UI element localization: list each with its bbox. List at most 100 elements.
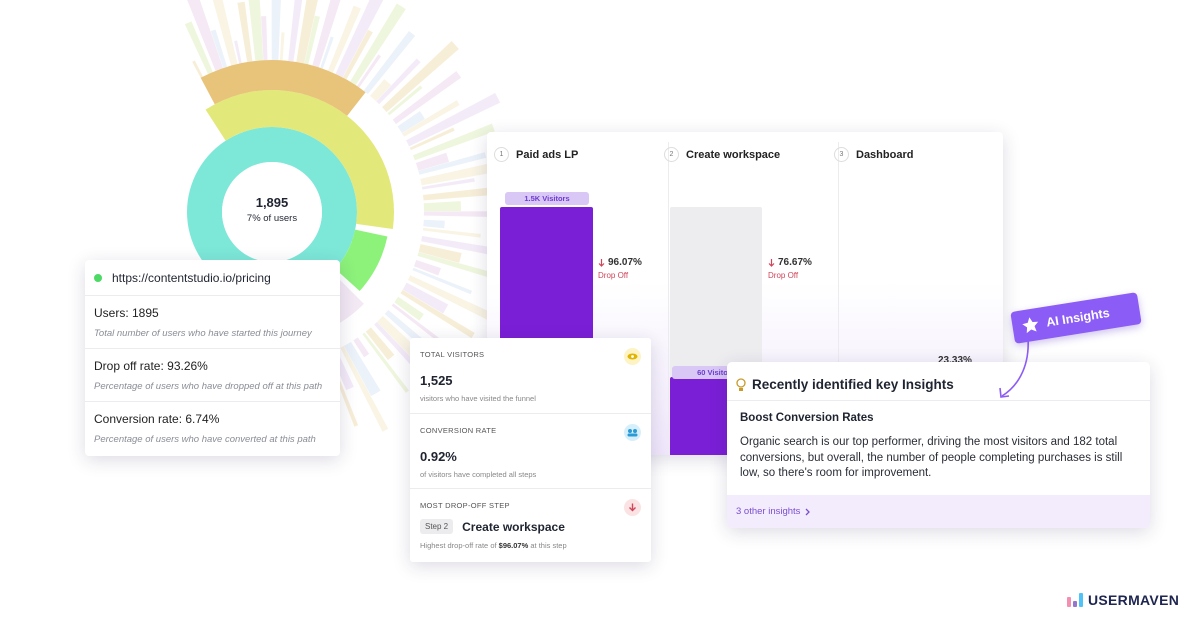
down-icon xyxy=(624,499,641,516)
stat-title: MOST DROP-OFF STEP xyxy=(420,501,510,510)
sunburst-ray xyxy=(402,282,449,314)
sunburst-value: 1,895 xyxy=(255,195,289,210)
sunburst-ring xyxy=(200,60,366,116)
dropoff: 96.07% Drop Off xyxy=(598,257,642,280)
sunburst-ray xyxy=(365,327,395,360)
sunburst-ray xyxy=(402,100,460,137)
note-text: Highest drop-off rate of xyxy=(420,541,499,550)
rate-text: 76.67% xyxy=(778,257,812,268)
sunburst-ray xyxy=(391,303,448,348)
step-name: Create workspace xyxy=(462,519,565,534)
sunburst-ray xyxy=(212,0,238,66)
partial-rate: 23.33% xyxy=(938,355,972,366)
step-name: Paid ads LP xyxy=(516,148,579,161)
rate-text: 96.07% xyxy=(608,257,642,268)
step-number: 2 xyxy=(664,147,679,162)
sunburst-ring xyxy=(335,229,388,291)
stat-total-visitors: TOTAL VISITORS 1,525 visitors who have v… xyxy=(410,338,651,413)
step-name: Dashboard xyxy=(856,148,914,161)
header-divider xyxy=(727,400,1150,401)
down-arrow-icon xyxy=(768,259,775,267)
sunburst-ray xyxy=(423,211,498,218)
sunburst-ray xyxy=(418,152,487,175)
users-icon xyxy=(624,424,641,441)
ai-badge-label: AI Insights xyxy=(1045,305,1111,330)
sunburst-ray xyxy=(370,79,392,102)
stats-card: TOTAL VISITORS 1,525 visitors who have v… xyxy=(410,338,651,562)
sunburst-ray xyxy=(406,92,501,147)
visitors-pill: 1.5K Visitors xyxy=(505,192,589,205)
row-label: Drop off rate: 93.26% xyxy=(94,359,208,373)
column-divider xyxy=(838,142,839,455)
status-dot xyxy=(94,273,102,282)
insights-card: Recently identified key Insights Boost C… xyxy=(727,362,1150,528)
dropoff-rate: 96.07% xyxy=(598,257,642,268)
sunburst-ray xyxy=(340,345,389,432)
stat-value: 1,525 xyxy=(420,373,453,388)
arrow-shape xyxy=(598,259,605,267)
step-header: 2 Create workspace xyxy=(664,147,780,162)
bulb-icon xyxy=(736,377,746,391)
sunburst-ray xyxy=(376,58,421,105)
sunburst-caption: 7% of users xyxy=(246,213,298,224)
insights-title: Recently identified key Insights xyxy=(752,377,954,392)
sunburst-ray xyxy=(192,60,203,78)
stat-drop-step: MOST DROP-OFF STEP Step 2 Create workspa… xyxy=(410,488,651,562)
dropoff-label: Drop Off xyxy=(768,271,799,280)
insights-header: Recently identified key Insights xyxy=(736,377,954,392)
brand-logo: USERMAVEN xyxy=(1066,592,1179,608)
pointer-arrow xyxy=(999,337,1029,398)
path-url: https://contentstudio.io/pricing xyxy=(112,270,271,285)
sunburst-ray xyxy=(394,296,424,321)
row-label: Conversion rate: 6.74% xyxy=(94,412,220,426)
down-arrow-icon xyxy=(598,259,605,267)
drop-step-line: Step 2 Create workspace xyxy=(420,519,641,534)
sunburst-ray xyxy=(279,32,285,61)
row-note: Percentage of users who have converted a… xyxy=(94,434,316,445)
sunburst-ray xyxy=(377,316,421,360)
sunburst-ray xyxy=(418,244,462,263)
insights-link[interactable]: 3 other insights xyxy=(736,506,801,517)
dropoff: 76.67% Drop Off xyxy=(768,257,812,280)
sunburst-ray xyxy=(335,0,384,78)
sunburst-ray xyxy=(392,71,462,124)
icon xyxy=(627,429,638,437)
step-badge: Step 2 xyxy=(420,519,454,534)
stat-title: TOTAL VISITORS xyxy=(420,350,485,359)
note-value: $96.07% xyxy=(498,541,529,550)
insights-footer[interactable]: 3 other insights xyxy=(727,495,1150,528)
arrow-shape xyxy=(768,259,775,267)
sunburst-ray xyxy=(387,85,423,116)
row-note: Total number of users who have started t… xyxy=(94,328,312,339)
sunburst-ray xyxy=(413,259,441,276)
insight-subtitle: Boost Conversion Rates xyxy=(740,412,874,424)
chevron-icon xyxy=(805,508,811,515)
sunburst-ray xyxy=(184,21,213,75)
sunburst-ray xyxy=(187,0,224,71)
icon xyxy=(629,503,636,512)
path-row: Drop off rate: 93.26% Percentage of users… xyxy=(85,348,340,401)
sunburst-ray xyxy=(363,30,416,95)
stat-note: visitors who have visited the funnel xyxy=(420,394,536,403)
sunburst-ray xyxy=(342,29,373,80)
stat-value: 0.92% xyxy=(420,449,457,464)
sunburst-ray xyxy=(397,111,425,134)
sunburst-ray xyxy=(304,15,320,65)
sunburst-chart xyxy=(184,0,527,432)
sunburst-ray xyxy=(421,178,475,190)
icon xyxy=(627,353,638,360)
step-number: 1 xyxy=(494,147,509,162)
sunburst-ray xyxy=(409,127,455,151)
sunburst-ray xyxy=(356,54,381,88)
funnel-bar-remaining xyxy=(670,207,762,377)
stat-note: Highest drop-off rate of $96.07% at this… xyxy=(420,541,641,550)
sunburst-ray xyxy=(271,0,281,61)
step-number: 3 xyxy=(834,147,849,162)
sunburst-ray xyxy=(350,3,406,86)
star-icon xyxy=(1022,317,1039,334)
sunburst-ray xyxy=(407,275,502,325)
sunburst-ray xyxy=(327,5,361,73)
sunburst-ray xyxy=(417,252,495,279)
path-header: https://contentstudio.io/pricing xyxy=(85,260,340,295)
path-card: https://contentstudio.io/pricing Users: … xyxy=(85,260,340,456)
